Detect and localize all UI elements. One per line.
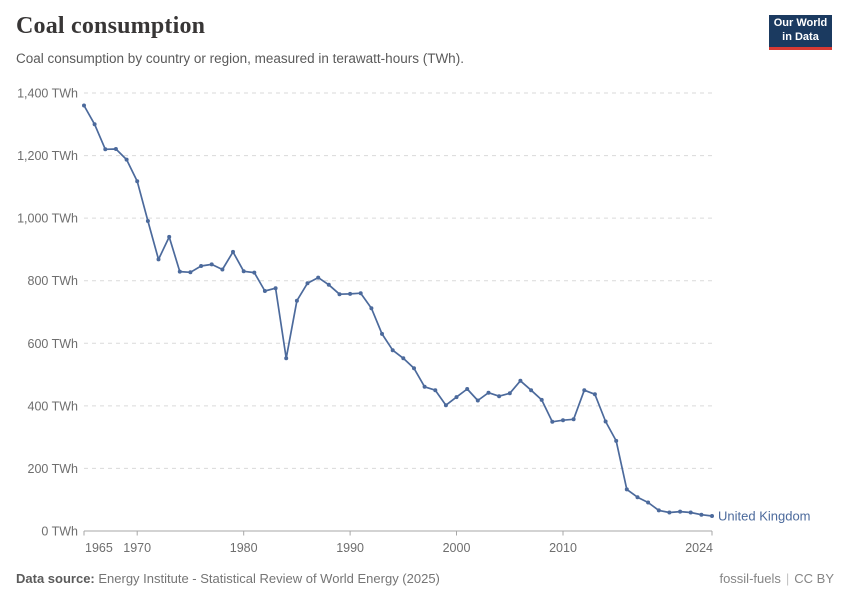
data-source-label: Data source:: [16, 571, 95, 586]
data-point[interactable]: [284, 356, 289, 361]
data-point[interactable]: [390, 348, 395, 353]
footer-separator: |: [785, 571, 790, 586]
data-point[interactable]: [614, 438, 619, 443]
x-tick-label: 1980: [230, 541, 258, 555]
x-tick-label: 2024: [685, 541, 713, 555]
data-point[interactable]: [656, 508, 661, 513]
y-tick-label: 0 TWh: [41, 525, 78, 539]
y-tick-label: 600 TWh: [28, 337, 79, 351]
data-point[interactable]: [145, 219, 150, 223]
data-point[interactable]: [220, 267, 225, 272]
data-point[interactable]: [177, 269, 182, 274]
data-point[interactable]: [380, 331, 384, 336]
chart-subtitle: Coal consumption by country or region, m…: [16, 51, 464, 66]
data-point[interactable]: [113, 147, 118, 151]
data-point[interactable]: [710, 514, 714, 518]
data-point[interactable]: [369, 306, 374, 311]
footer-tag-link[interactable]: fossil-fuels: [719, 571, 781, 586]
data-point[interactable]: [209, 262, 214, 267]
data-point[interactable]: [454, 395, 459, 400]
data-point[interactable]: [518, 378, 523, 383]
x-tick-label: 2010: [549, 541, 577, 555]
license-line: fossil-fuels | CC BY: [719, 571, 834, 586]
data-point[interactable]: [241, 269, 246, 274]
y-tick-label: 400 TWh: [28, 399, 79, 413]
data-point[interactable]: [624, 487, 629, 492]
x-tick-label: 1990: [336, 541, 364, 555]
data-point[interactable]: [252, 270, 257, 275]
data-point[interactable]: [401, 356, 406, 361]
y-tick-label: 1,400 TWh: [17, 87, 78, 101]
x-tick-label: 1970: [123, 541, 151, 555]
data-point[interactable]: [358, 291, 363, 296]
data-point[interactable]: [699, 512, 704, 517]
data-point[interactable]: [561, 418, 565, 423]
data-point[interactable]: [465, 387, 470, 391]
data-point[interactable]: [582, 388, 587, 393]
y-tick-label: 800 TWh: [28, 274, 79, 288]
data-point[interactable]: [433, 388, 438, 393]
logo-line2: in Data: [782, 31, 819, 43]
data-point[interactable]: [646, 500, 651, 505]
y-tick-label: 200 TWh: [28, 462, 79, 476]
data-point[interactable]: [92, 122, 97, 127]
data-point[interactable]: [231, 249, 235, 254]
series-label[interactable]: United Kingdom: [718, 509, 811, 524]
data-point[interactable]: [507, 391, 512, 396]
data-point[interactable]: [422, 384, 427, 389]
x-tick-label: 2000: [443, 541, 471, 555]
x-tick-label: 1965: [85, 541, 113, 555]
data-source-text: Energy Institute - Statistical Review of…: [94, 571, 440, 586]
logo-line1: Our World: [773, 17, 828, 30]
data-point[interactable]: [199, 264, 204, 268]
chart-footer: Data source: Energy Institute - Statisti…: [16, 571, 834, 586]
data-point[interactable]: [667, 510, 672, 515]
y-tick-label: 1,000 TWh: [17, 212, 78, 226]
data-point[interactable]: [539, 397, 544, 402]
data-point[interactable]: [688, 510, 693, 515]
data-point[interactable]: [273, 286, 278, 291]
data-point[interactable]: [156, 257, 161, 262]
data-point[interactable]: [167, 234, 172, 239]
data-point[interactable]: [475, 398, 480, 403]
data-point[interactable]: [443, 403, 448, 408]
data-point[interactable]: [337, 292, 342, 297]
data-point[interactable]: [326, 282, 331, 287]
data-point[interactable]: [262, 289, 267, 293]
data-point[interactable]: [82, 103, 86, 108]
data-point[interactable]: [348, 291, 353, 296]
data-point[interactable]: [529, 388, 534, 393]
data-point[interactable]: [294, 298, 299, 303]
data-point[interactable]: [103, 147, 108, 152]
owid-logo[interactable]: Our World in Data: [769, 15, 832, 50]
data-point[interactable]: [497, 394, 502, 399]
data-point[interactable]: [188, 270, 193, 275]
data-point[interactable]: [135, 179, 140, 184]
data-point[interactable]: [316, 275, 321, 280]
data-point[interactable]: [305, 281, 310, 286]
data-point[interactable]: [635, 495, 640, 500]
data-point[interactable]: [124, 157, 129, 162]
footer-license-link[interactable]: CC BY: [794, 571, 834, 586]
data-source: Data source: Energy Institute - Statisti…: [16, 571, 440, 586]
data-point[interactable]: [603, 419, 608, 424]
data-point[interactable]: [486, 390, 491, 395]
y-tick-label: 1,200 TWh: [17, 149, 78, 163]
page-title: Coal consumption: [16, 13, 206, 39]
data-line[interactable]: [83, 104, 713, 517]
data-point[interactable]: [412, 366, 416, 371]
data-point[interactable]: [571, 417, 576, 422]
data-point[interactable]: [550, 419, 555, 424]
data-point[interactable]: [592, 392, 597, 397]
data-point[interactable]: [678, 509, 683, 514]
